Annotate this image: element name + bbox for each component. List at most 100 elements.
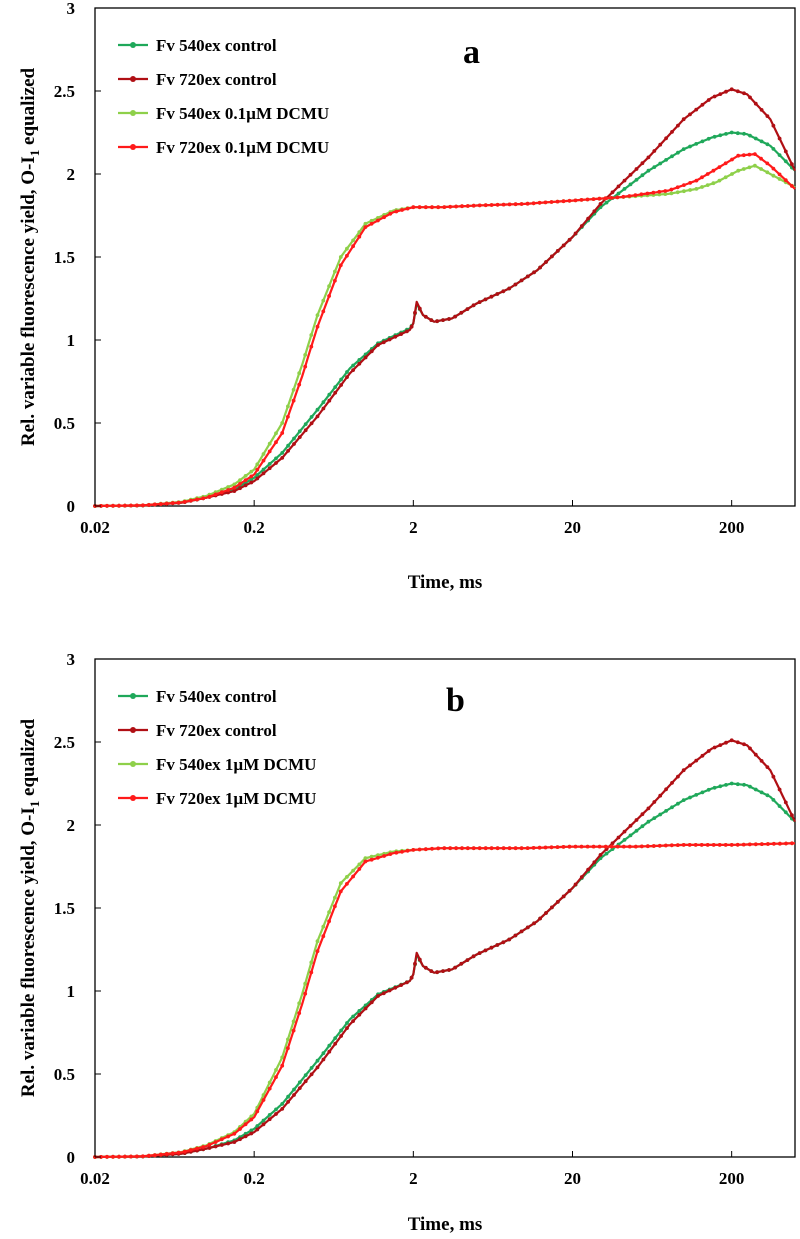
data-point: [591, 197, 596, 202]
data-point: [170, 501, 175, 505]
data-point: [321, 1051, 326, 1056]
data-point: [219, 1137, 224, 1142]
data-point: [604, 851, 609, 856]
data-point: [232, 1140, 237, 1144]
data-point: [333, 390, 338, 395]
data-point: [549, 845, 554, 850]
data-point: [675, 185, 680, 190]
legend-label: Fv 720ex 0.1µM DCMU: [156, 138, 329, 157]
data-point: [333, 385, 338, 389]
data-point: [681, 768, 686, 773]
data-point: [303, 1079, 308, 1084]
data-point: [267, 449, 272, 454]
data-point: [267, 1117, 272, 1122]
data-point: [261, 1118, 266, 1123]
data-point: [742, 782, 746, 787]
data-point: [718, 784, 723, 789]
data-point: [507, 286, 512, 291]
data-point: [501, 940, 506, 945]
data-point: [303, 353, 308, 357]
data-point: [495, 202, 500, 207]
data-point: [255, 1127, 260, 1132]
data-point: [694, 793, 699, 797]
y-tick-label-b: 2.5: [54, 733, 75, 752]
data-point: [675, 190, 680, 195]
data-point: [351, 1014, 355, 1019]
data-point: [351, 244, 355, 249]
data-point: [232, 482, 237, 487]
data-point: [219, 1143, 224, 1147]
data-point: [261, 471, 266, 476]
data-point: [430, 846, 434, 851]
data-point: [357, 361, 362, 366]
data-point: [592, 860, 597, 865]
data-point: [219, 487, 224, 492]
data-point: [357, 1012, 362, 1017]
y-axis-label-sub-b: 1: [27, 801, 42, 808]
legend-swatch-marker: [130, 110, 136, 116]
data-point: [315, 414, 320, 419]
data-point: [765, 114, 770, 118]
data-point: [670, 805, 674, 810]
data-point: [459, 961, 464, 966]
data-point: [651, 844, 656, 848]
data-point: [339, 383, 343, 387]
data-point: [777, 136, 782, 141]
data-point: [753, 842, 758, 847]
data-point: [777, 177, 782, 181]
data-point: [297, 1001, 302, 1006]
data-point: [351, 238, 355, 243]
data-point: [345, 882, 349, 886]
data-point: [249, 1131, 254, 1136]
data-point: [309, 960, 314, 965]
data-point: [699, 843, 704, 847]
data-point: [286, 404, 290, 409]
data-point: [700, 185, 704, 189]
data-point: [759, 139, 764, 144]
panel-tag-a: a: [463, 34, 480, 71]
data-point: [315, 1058, 320, 1063]
data-point: [111, 1154, 115, 1159]
data-point: [741, 842, 746, 847]
data-point: [627, 194, 632, 198]
data-point: [532, 270, 536, 275]
data-point: [705, 843, 710, 847]
data-point: [357, 234, 362, 239]
data-point: [309, 344, 314, 349]
data-point: [105, 1154, 109, 1159]
data-point: [394, 209, 399, 214]
data-point: [735, 131, 740, 136]
data-point: [117, 1154, 121, 1159]
data-point: [188, 498, 193, 503]
data-point: [286, 1100, 290, 1104]
data-point: [280, 456, 285, 460]
data-point: [561, 199, 566, 204]
data-point: [790, 162, 794, 167]
data-point: [711, 168, 716, 173]
legend-swatch-marker: [130, 144, 136, 150]
data-point: [759, 156, 763, 161]
data-point: [357, 358, 362, 362]
data-point: [531, 846, 536, 850]
data-point: [531, 201, 536, 206]
legend-swatch-marker: [130, 76, 136, 82]
data-point: [700, 790, 705, 795]
data-point: [345, 1026, 349, 1030]
data-point: [339, 1034, 343, 1038]
data-point: [417, 957, 422, 962]
data-point: [280, 421, 285, 425]
x-tick-label-b: 0.02: [80, 1169, 110, 1188]
data-point: [658, 793, 663, 798]
panel-tag-b: b: [446, 682, 465, 719]
data-point: [321, 924, 326, 929]
data-point: [664, 158, 668, 162]
data-point: [706, 136, 711, 141]
data-point: [333, 269, 337, 274]
legend-label: Fv 720ex control: [156, 70, 277, 89]
data-point: [628, 182, 633, 187]
data-point: [291, 1019, 296, 1024]
data-point: [735, 842, 740, 847]
data-point: [495, 846, 500, 851]
data-point: [706, 98, 711, 102]
data-point: [741, 153, 746, 158]
